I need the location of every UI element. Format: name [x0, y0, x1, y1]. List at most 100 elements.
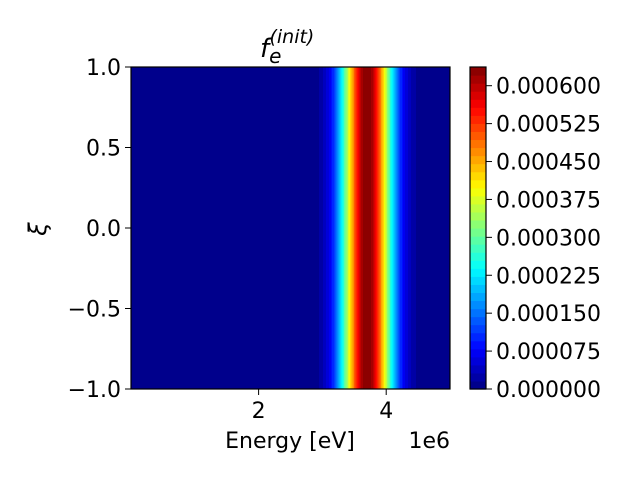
heatmap-column	[272, 67, 274, 389]
heatmap-column	[351, 67, 353, 389]
heatmap-column	[185, 67, 187, 389]
heatmap-column	[197, 67, 199, 389]
colorbar-level	[470, 219, 486, 229]
heatmap-column	[313, 67, 315, 389]
heatmap-column	[287, 67, 289, 389]
heatmap-column	[353, 67, 355, 389]
heatmap-column	[383, 67, 385, 389]
heatmap-column	[304, 67, 306, 389]
heatmap-column	[345, 67, 347, 389]
colorbar-level	[470, 171, 486, 181]
heatmap-column	[288, 67, 290, 389]
heatmap-column	[200, 67, 202, 389]
colorbar-level	[470, 115, 486, 124]
heatmap-column	[408, 67, 410, 389]
heatmap-column	[292, 67, 294, 389]
heatmap-column	[316, 67, 318, 389]
heatmap-column	[376, 67, 378, 389]
heatmap-column	[359, 67, 361, 389]
x-axis-offset-label: 1e6	[408, 429, 450, 454]
heatmap-column	[208, 67, 210, 389]
heatmap-column	[150, 67, 152, 389]
heatmap-column	[246, 67, 248, 389]
heatmap-column	[419, 67, 421, 389]
colorbar-level	[470, 308, 486, 318]
y-axis-label: ξ	[24, 222, 52, 237]
y-tick-label: 1.0	[86, 56, 121, 81]
heatmap-column	[384, 67, 386, 389]
heatmap-column	[409, 67, 411, 389]
heatmap-column	[149, 67, 151, 389]
heatmap-column	[229, 67, 231, 389]
heatmap-column	[444, 67, 446, 389]
heatmap-column	[415, 67, 417, 389]
heatmap-column	[390, 67, 392, 389]
heatmap-column	[443, 67, 445, 389]
heatmap-column	[217, 67, 219, 389]
heatmap-column	[347, 67, 349, 389]
heatmap-column	[314, 67, 316, 389]
heatmap-column	[355, 67, 357, 389]
heatmap-column	[262, 67, 264, 389]
heatmap-column	[209, 67, 211, 389]
heatmap-column	[189, 67, 191, 389]
heatmap-column	[330, 67, 332, 389]
heatmap-column	[154, 67, 156, 389]
colorbar-level	[470, 131, 486, 141]
colorbar-tick-label: 0.000075	[496, 340, 601, 365]
heatmap-column	[362, 67, 364, 389]
heatmap-column	[172, 67, 174, 389]
heatmap-column	[429, 67, 431, 389]
heatmap	[131, 67, 450, 389]
heatmap-column	[340, 67, 342, 389]
heatmap-column	[204, 67, 206, 389]
colorbar-level	[470, 211, 486, 221]
heatmap-column	[310, 67, 312, 389]
heatmap-column	[258, 67, 260, 389]
colorbar-level	[470, 244, 486, 253]
heatmap-column	[148, 67, 150, 389]
heatmap-column	[280, 67, 282, 389]
y-tick-label: −0.5	[68, 298, 121, 323]
heatmap-column	[193, 67, 195, 389]
heatmap-column	[195, 67, 197, 389]
x-axis-label: Energy [eV]	[225, 429, 355, 454]
colorbar-level	[470, 99, 486, 108]
colorbar-level	[470, 91, 486, 100]
heatmap-column	[431, 67, 433, 389]
heatmap-column	[256, 67, 258, 389]
heatmap-column	[387, 67, 389, 389]
colorbar-level	[470, 372, 486, 382]
heatmap-column	[188, 67, 190, 389]
heatmap-column	[371, 67, 373, 389]
colorbar-level	[470, 316, 486, 326]
heatmap-column	[372, 67, 374, 389]
heatmap-column	[213, 67, 215, 389]
heatmap-column	[394, 67, 396, 389]
y-tick-label: 0.0	[86, 217, 121, 242]
colorbar-level	[470, 380, 486, 390]
heatmap-column	[400, 67, 402, 389]
heatmap-column	[263, 67, 265, 389]
heatmap-column	[324, 67, 326, 389]
heatmap-column	[411, 67, 413, 389]
heatmap-column	[418, 67, 420, 389]
heatmap-column	[306, 67, 308, 389]
heatmap-column	[163, 67, 165, 389]
heatmap-column	[317, 67, 319, 389]
colorbar-level	[470, 356, 486, 366]
heatmap-column	[169, 67, 171, 389]
colorbar-level	[470, 187, 486, 197]
heatmap-column	[175, 67, 177, 389]
colorbar-level	[470, 276, 486, 285]
colorbar-tick-label: 0.000450	[496, 151, 601, 176]
colorbar-level	[470, 348, 486, 358]
heatmap-column	[373, 67, 375, 389]
heatmap-column	[211, 67, 213, 389]
heatmap-column	[180, 67, 182, 389]
heatmap-column	[186, 67, 188, 389]
colorbar-level	[470, 203, 486, 213]
heatmap-column	[358, 67, 360, 389]
heatmap-column	[273, 67, 275, 389]
heatmap-column	[315, 67, 317, 389]
